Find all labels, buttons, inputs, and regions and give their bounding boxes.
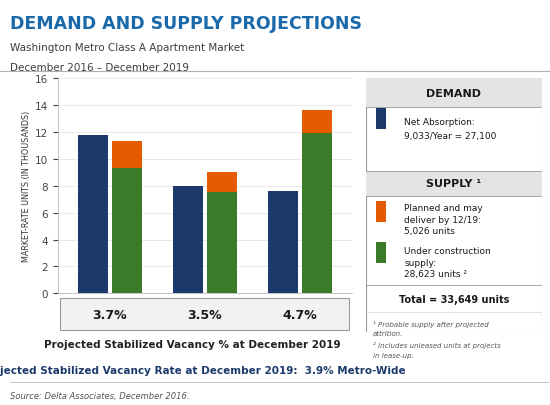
FancyBboxPatch shape [59,298,349,330]
FancyBboxPatch shape [366,171,542,197]
Text: Projected Stabilized Vacancy % at December 2019: Projected Stabilized Vacancy % at Decemb… [44,339,341,350]
Bar [207,173,237,193]
Text: 4.7%: 4.7% [282,308,317,321]
Text: Under construction: Under construction [404,247,491,256]
Text: Total = 33,649 units: Total = 33,649 units [399,294,509,304]
Bar [302,134,332,294]
Text: 3.5%: 3.5% [188,308,222,321]
Text: Source: Delta Associates, December 2016.: Source: Delta Associates, December 2016. [10,391,189,400]
FancyBboxPatch shape [376,243,386,264]
Text: attrition.: attrition. [373,330,403,337]
Text: deliver by 12/19:: deliver by 12/19: [404,215,481,224]
Text: Washington Metro Class A Apartment Market: Washington Metro Class A Apartment Marke… [10,43,244,53]
Text: Net Absorption:: Net Absorption: [404,117,475,126]
Bar [112,142,142,169]
FancyBboxPatch shape [366,79,542,332]
Text: SUPPLY ¹: SUPPLY ¹ [426,179,481,189]
Bar [267,192,298,294]
Text: DEMAND: DEMAND [426,89,481,98]
Bar [302,111,332,134]
Text: Projected Stabilized Vacancy Rate at December 2019:  3.9% Metro-Wide: Projected Stabilized Vacancy Rate at Dec… [0,365,405,375]
Bar [112,169,142,294]
Text: supply:: supply: [404,258,437,267]
Text: 3.7%: 3.7% [92,308,127,321]
Bar [78,135,108,294]
Bar [207,193,237,294]
FancyBboxPatch shape [376,109,386,130]
Text: 5,026 units: 5,026 units [404,226,455,235]
Text: DEMAND AND SUPPLY PROJECTIONS: DEMAND AND SUPPLY PROJECTIONS [10,15,362,33]
Text: 9,033/Year = 27,100: 9,033/Year = 27,100 [404,132,497,141]
Text: December 2016 – December 2019: December 2016 – December 2019 [10,63,189,73]
Text: ² Includes unleased units at projects: ² Includes unleased units at projects [373,341,500,348]
FancyBboxPatch shape [366,79,542,108]
Y-axis label: MARKET-RATE UNITS (IN THOUSANDS): MARKET-RATE UNITS (IN THOUSANDS) [21,111,31,262]
Text: 28,623 units ²: 28,623 units ² [404,269,468,278]
Text: in lease-up.: in lease-up. [373,352,414,358]
Text: ¹ Probable supply after projected: ¹ Probable supply after projected [373,320,488,327]
FancyBboxPatch shape [376,201,386,222]
Text: Planned and may: Planned and may [404,204,483,213]
Bar [173,186,203,294]
